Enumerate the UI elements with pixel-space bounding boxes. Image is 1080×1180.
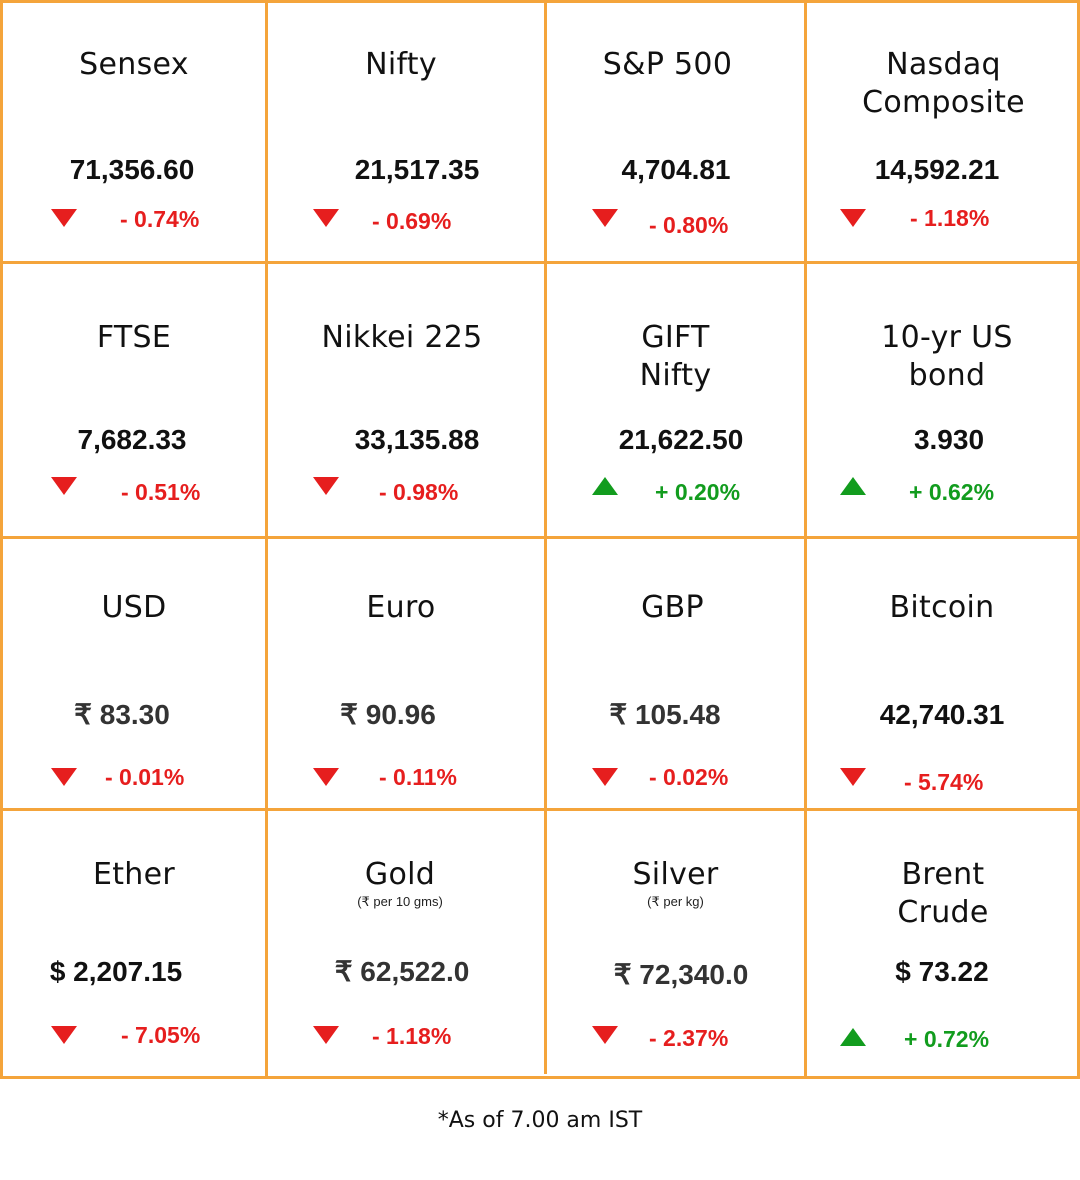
tile-value: 7,682.33 [77, 424, 187, 455]
tile-bitcoin: Bitcoin 42,740.31 - 5.74% [807, 539, 1077, 808]
grid-line [0, 0, 1080, 3]
tile-change: - 0.98% [379, 479, 459, 505]
tile-unit: (₹ per kg) [647, 894, 704, 909]
tile-value: 21,622.50 [618, 424, 744, 455]
tile-value: ₹ 90.96 [340, 699, 436, 730]
down-arrow-icon [51, 209, 77, 227]
down-arrow-icon [51, 1026, 77, 1044]
tile-value: $ 73.22 [895, 956, 989, 987]
grid-line [804, 0, 807, 1079]
tile-euro: Euro ₹ 90.96 - 0.11% [268, 539, 544, 808]
tile-nikkei: Nikkei 225 33,135.88 - 0.98% [268, 264, 544, 536]
tile-silver: Silver (₹ per kg) ₹ 72,340.0 - 2.37% [547, 811, 804, 1076]
tile-name: 10-yr US bond [881, 320, 1013, 393]
down-arrow-icon [592, 768, 618, 786]
grid-line [0, 1076, 1080, 1079]
up-arrow-icon [840, 477, 866, 495]
tile-value: 33,135.88 [354, 424, 480, 455]
tile-unit: (₹ per 10 gms) [357, 894, 443, 909]
tile-name: Nifty [365, 47, 437, 82]
tile-nasdaq: Nasdaq Composite 14,592.21 - 1.18% [807, 3, 1077, 261]
tile-change: - 0.74% [120, 206, 200, 232]
down-arrow-icon [313, 477, 339, 495]
tile-change: - 2.37% [649, 1025, 729, 1051]
down-arrow-icon [592, 209, 618, 227]
tile-ftse: FTSE 7,682.33 - 0.51% [3, 264, 265, 536]
tile-sensex: Sensex 71,356.60 - 0.74% [3, 3, 265, 261]
tile-name: Nasdaq Composite [862, 47, 1025, 120]
tile-value: 3.930 [913, 424, 985, 455]
down-arrow-icon [313, 768, 339, 786]
tile-change: - 0.80% [649, 212, 729, 238]
tile-name: Silver [632, 857, 719, 892]
tile-nifty: Nifty 21,517.35 - 0.69% [268, 3, 544, 261]
tile-change: - 0.51% [121, 479, 201, 505]
tile-change: + 0.62% [909, 479, 995, 505]
tile-value: 42,740.31 [879, 699, 1005, 730]
tile-change: - 5.74% [904, 769, 984, 795]
down-arrow-icon [313, 209, 339, 227]
tile-name: Sensex [79, 47, 189, 82]
as-of-footnote: *As of 7.00 am IST [437, 1108, 643, 1133]
grid-line [0, 808, 1080, 811]
tile-change: - 1.18% [910, 205, 990, 231]
up-arrow-icon [840, 1028, 866, 1046]
down-arrow-icon [592, 1026, 618, 1044]
tile-change: - 1.18% [372, 1023, 452, 1049]
tile-name: Euro [366, 590, 436, 625]
tile-name: Gold [364, 857, 436, 892]
grid-line [265, 0, 268, 1079]
up-arrow-icon [592, 477, 618, 495]
tile-gift-nifty: GIFT Nifty 21,622.50 + 0.20% [547, 264, 804, 536]
down-arrow-icon [840, 209, 866, 227]
tile-value: 4,704.81 [621, 154, 731, 185]
tile-value: ₹ 83.30 [74, 699, 170, 730]
tile-usd: USD ₹ 83.30 - 0.01% [3, 539, 265, 808]
tile-change: - 7.05% [121, 1022, 201, 1048]
tile-value: 21,517.35 [354, 154, 480, 185]
tile-value: ₹ 72,340.0 [613, 959, 749, 990]
tile-change: - 0.11% [379, 764, 457, 790]
grid-line [0, 536, 1080, 539]
tile-value: $ 2,207.15 [49, 956, 183, 987]
tile-name: Brent Crude [897, 857, 989, 930]
tile-change: - 0.02% [649, 764, 729, 790]
tile-gold: Gold (₹ per 10 gms) ₹ 62,522.0 - 1.18% [268, 811, 544, 1076]
down-arrow-icon [313, 1026, 339, 1044]
down-arrow-icon [51, 477, 77, 495]
tile-change: - 0.69% [372, 208, 452, 234]
tile-name: GBP [641, 590, 704, 625]
down-arrow-icon [840, 768, 866, 786]
tile-us-bond: 10-yr US bond 3.930 + 0.62% [807, 264, 1077, 536]
tile-ether: Ether $ 2,207.15 - 7.05% [3, 811, 265, 1076]
tile-value: 14,592.21 [874, 154, 1000, 185]
tile-change: - 0.01% [105, 764, 185, 790]
grid-line [544, 0, 547, 1074]
grid-line [0, 261, 1080, 264]
tile-value: ₹ 62,522.0 [334, 956, 470, 987]
tile-name: Nikkei 225 [321, 320, 483, 355]
tile-name: S&P 500 [602, 47, 733, 82]
tile-change: + 0.72% [904, 1026, 990, 1052]
tile-name: FTSE [96, 320, 172, 355]
grid-line [1077, 0, 1080, 1079]
tile-value: 71,356.60 [69, 154, 195, 185]
tile-change: + 0.20% [655, 479, 741, 505]
down-arrow-icon [51, 768, 77, 786]
tile-sp500: S&P 500 4,704.81 - 0.80% [547, 3, 804, 261]
grid-line [0, 0, 3, 1079]
tile-name: Ether [92, 857, 176, 892]
tile-gbp: GBP ₹ 105.48 - 0.02% [547, 539, 804, 808]
tile-name: GIFT Nifty [639, 320, 712, 393]
tile-name: Bitcoin [889, 590, 995, 625]
tile-brent-crude: Brent Crude $ 73.22 + 0.72% [807, 811, 1077, 1076]
tile-name: USD [101, 590, 167, 625]
tile-value: ₹ 105.48 [609, 699, 721, 730]
market-grid: Sensex 71,356.60 - 0.74% Nifty 21,517.35… [0, 0, 1080, 1079]
